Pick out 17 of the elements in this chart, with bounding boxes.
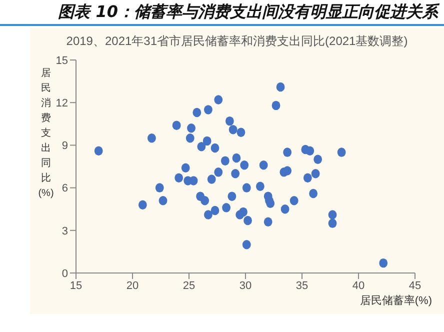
x-tick-label: 15	[70, 280, 82, 292]
y-tick-label: 12	[56, 98, 68, 110]
y-tick-label: 3	[62, 225, 68, 238]
x-tick-label: 40	[352, 280, 365, 292]
x-axis-title: 居民储蓄率(%)	[360, 294, 432, 308]
y-tick-label: 15	[56, 54, 68, 67]
chart-title: 图表 10：储蓄率与消费支出间没有明显正向促进关系	[57, 2, 440, 23]
x-tick-label: 30	[239, 280, 252, 292]
y-tick-label: 6	[62, 182, 68, 195]
x-tick-label: 25	[182, 280, 196, 292]
chart-subtitle: 2019、2021年31省市居民储蓄率和消费支出同比(2021基数调整)	[65, 33, 409, 50]
y-tick-label: 0	[62, 268, 68, 280]
x-tick-label: 20	[126, 280, 139, 292]
x-tick-label: 45	[408, 280, 422, 292]
y-axis-title: 居民消费支出同比(%)	[37, 67, 55, 201]
x-tick-label: 35	[296, 280, 308, 292]
y-tick-label: 9	[62, 140, 68, 152]
